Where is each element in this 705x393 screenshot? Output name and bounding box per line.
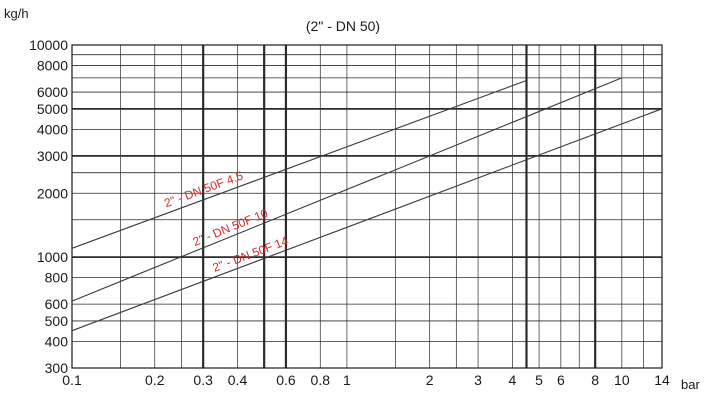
- grid: [71, 44, 663, 369]
- y-tick-label: 800: [45, 270, 69, 286]
- chart-title: (2" - DN 50): [306, 18, 380, 34]
- x-tick-label: 0.2: [145, 372, 165, 388]
- series-line: [71, 77, 623, 302]
- x-tick-label: 3: [474, 372, 482, 388]
- y-tick-label: 8000: [37, 58, 68, 74]
- x-axis-unit: bar: [681, 377, 700, 392]
- x-tick-label: 0.4: [228, 372, 248, 388]
- x-tick-label: 10: [614, 372, 630, 388]
- y-tick-label: 300: [45, 360, 69, 376]
- y-tick-label: 10000: [29, 37, 68, 53]
- series-lines: [71, 77, 663, 332]
- x-tick-label: 0.3: [193, 372, 213, 388]
- x-tick-label: 0.1: [62, 372, 82, 388]
- x-tick-label: 2: [426, 372, 434, 388]
- x-tick-label: 5: [535, 372, 543, 388]
- y-axis-unit: kg/h: [4, 6, 29, 21]
- x-tick-label: 14: [654, 372, 670, 388]
- y-tick-label: 500: [45, 313, 69, 329]
- y-tick-label: 6000: [37, 84, 68, 100]
- x-tick-label: 4: [509, 372, 517, 388]
- series-line: [71, 79, 527, 249]
- x-tick-label: 0.6: [276, 372, 296, 388]
- y-tick-label: 1000: [37, 249, 68, 265]
- y-tick-label: 2000: [37, 185, 68, 201]
- y-tick-label: 400: [45, 334, 69, 350]
- series-line: [71, 108, 663, 332]
- x-tick-label: 8: [591, 372, 599, 388]
- x-tick-label: 6: [557, 372, 565, 388]
- plot-frame: [71, 44, 663, 369]
- x-tick-label: 1: [343, 372, 351, 388]
- y-tick-label: 5000: [37, 101, 68, 117]
- y-tick-label: 3000: [37, 148, 68, 164]
- y-tick-label: 4000: [37, 121, 68, 137]
- tick-labels: 0.1 0.2 0.3 0.4 0.6 0.8 1 2 3 4 5 6 8 10 1430040050060…: [29, 37, 670, 388]
- y-tick-label: 600: [45, 296, 69, 312]
- x-tick-label: 0.8: [311, 372, 331, 388]
